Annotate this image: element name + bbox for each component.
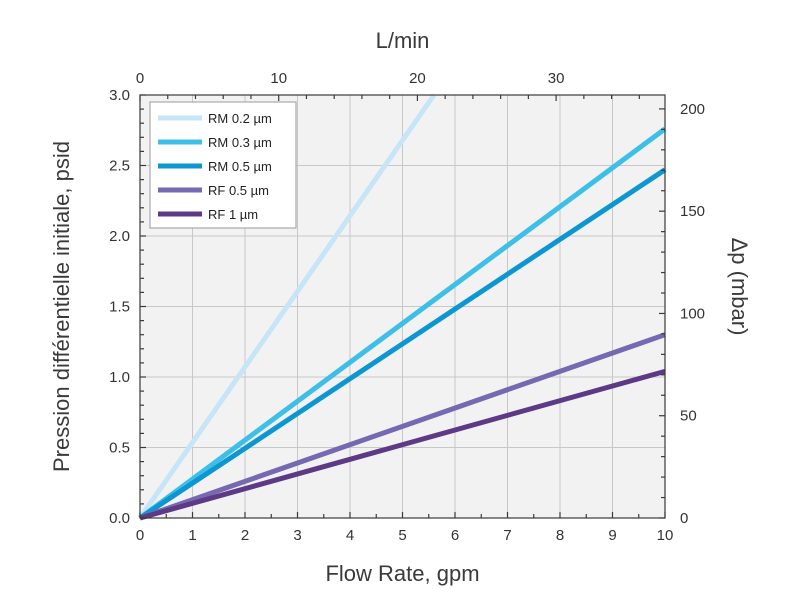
x-tick-label: 8 — [556, 527, 564, 544]
x-tick-label: 1 — [188, 527, 196, 544]
y2-tick-label: 100 — [680, 305, 705, 322]
legend-label: RM 0.2 µm — [208, 111, 272, 126]
x2-tick-label: 10 — [270, 70, 287, 87]
series-line-5 — [139, 368, 666, 521]
x2-tick-label: 0 — [136, 70, 144, 87]
series-line-4 — [139, 332, 666, 521]
y-tick-label: 2.5 — [109, 158, 130, 175]
y-tick-label: 1.0 — [109, 369, 130, 386]
y2-tick-label: 50 — [680, 408, 697, 425]
y-tick-label: 0.0 — [109, 510, 130, 527]
series-line-2 — [138, 126, 667, 521]
y2-tick-label: 200 — [680, 101, 705, 118]
y2-tick-label: 150 — [680, 203, 705, 220]
y-tick-label: 3.0 — [109, 87, 130, 104]
axis-ticks — [139, 94, 666, 519]
x-tick-label: 7 — [503, 527, 511, 544]
series-line-1 — [137, 93, 437, 520]
legend: RM 0.2 µm RM 0.3 µm RM 0.5 µm RF 0.5 µm RF 1… — [149, 101, 297, 229]
y2-axis-title: Δp (mbar) — [727, 238, 752, 336]
x-tick-label: 0 — [136, 527, 144, 544]
x-tick-label: 6 — [451, 527, 459, 544]
series-line-3 — [138, 167, 667, 521]
legend-label: RM 0.5 µm — [208, 159, 272, 174]
series-lines — [137, 93, 667, 521]
legend-label: RF 1 µm — [208, 207, 258, 222]
y2-tick-label: 0 — [680, 510, 688, 527]
x-tick-label: 2 — [241, 527, 249, 544]
x2-axis-title: L/min — [376, 28, 430, 53]
x2-tick-label: 20 — [409, 70, 426, 87]
x-tick-label: 4 — [346, 527, 354, 544]
legend-label: RF 0.5 µm — [208, 183, 269, 198]
x-tick-label: 3 — [293, 527, 301, 544]
legend-label: RM 0.3 µm — [208, 135, 272, 150]
y-tick-label: 0.5 — [109, 440, 130, 457]
x-tick-label: 10 — [657, 527, 674, 544]
x-tick-label: 5 — [398, 527, 406, 544]
x2-tick-label: 30 — [548, 70, 565, 87]
x-tick-label: 9 — [608, 527, 616, 544]
axis-tick-labels: 0 1 2 3 4 5 6 7 8 9 10 0.0 0.5 1.0 1.5 2.0 2.5 3.0 0 10 20 30… — [109, 70, 705, 544]
y-tick-label: 2.0 — [109, 228, 130, 245]
y-tick-label: 1.5 — [109, 299, 130, 316]
x-axis-title: Flow Rate, gpm — [325, 561, 479, 586]
y-axis-title: Pression différentielle initiale, psid — [49, 141, 74, 472]
